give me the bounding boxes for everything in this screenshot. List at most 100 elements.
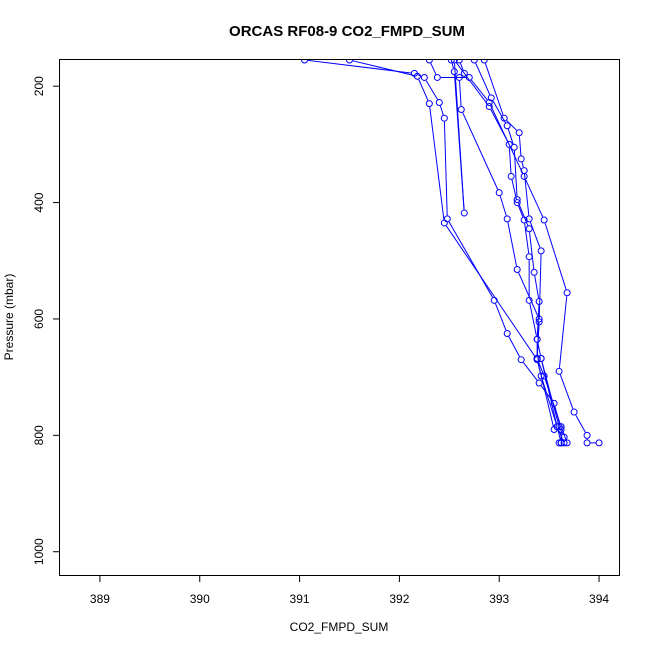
profile-segment	[506, 120, 518, 131]
profile-series	[345, 60, 568, 447]
data-point	[485, 103, 493, 111]
data-point	[485, 98, 493, 106]
data-point	[413, 72, 421, 80]
profile-segment	[439, 105, 444, 116]
profile-series	[455, 60, 568, 441]
x-tick-label: 392	[389, 592, 409, 606]
data-point	[557, 439, 565, 447]
x-tick-label: 394	[589, 592, 609, 606]
profile-segment	[560, 429, 564, 435]
data-point	[455, 60, 463, 64]
x-tick-label: 393	[489, 592, 509, 606]
data-point	[435, 98, 443, 106]
profile-segment	[418, 79, 429, 101]
data-point	[495, 189, 503, 197]
profile-segment	[541, 361, 557, 424]
data-point	[450, 68, 458, 76]
y-tick-label: 200	[32, 76, 46, 96]
profile-segment	[455, 62, 488, 105]
data-point	[595, 439, 603, 447]
profile-segment	[495, 303, 507, 331]
data-point	[515, 129, 523, 137]
y-axis-label: Pressure (mbar)	[2, 274, 16, 361]
data-point	[507, 172, 515, 180]
profile-segment	[524, 173, 530, 216]
profile-segment	[425, 80, 438, 100]
profile-segment	[499, 195, 507, 216]
profile-segment	[521, 162, 524, 168]
data-point	[583, 431, 591, 439]
data-point	[460, 209, 468, 217]
data-point	[533, 355, 541, 363]
data-point	[555, 367, 563, 375]
data-point	[533, 335, 541, 343]
data-point	[345, 60, 353, 64]
profile-segment	[448, 221, 493, 298]
profile-segment	[429, 107, 445, 220]
x-axis: 389 390 391 392 393 394	[90, 575, 609, 606]
data-point	[420, 73, 428, 81]
profile-segment	[561, 429, 567, 440]
y-tick-label: 600	[32, 309, 46, 329]
profile-segment	[559, 374, 574, 409]
data-point	[301, 60, 309, 64]
profile-segment	[475, 62, 491, 95]
data-point	[470, 60, 478, 64]
data-point	[530, 268, 538, 276]
profile-series	[480, 60, 558, 434]
profile-segment	[537, 361, 544, 373]
profile-segment	[518, 205, 524, 217]
data-point	[513, 265, 521, 273]
data-point	[510, 143, 518, 151]
data-point	[513, 196, 521, 204]
profile-series	[425, 60, 603, 447]
y-tick-label: 800	[32, 425, 46, 445]
data-point	[525, 253, 533, 261]
data-point	[570, 408, 578, 416]
y-tick-label: 1000	[32, 538, 46, 565]
data-point	[443, 215, 451, 223]
profile-segment	[443, 121, 448, 216]
data-point	[500, 114, 508, 122]
profile-segment	[430, 62, 437, 75]
chart-title: ORCAS RF08-9 CO2_FMPD_SUM	[229, 23, 465, 40]
profile-segment	[490, 105, 524, 174]
data-point	[505, 140, 513, 148]
data-point	[440, 114, 448, 122]
profile-segment	[536, 325, 540, 356]
data-point	[563, 289, 571, 297]
data-point	[535, 297, 543, 305]
profile-segment	[518, 202, 529, 226]
profile-segment	[508, 147, 512, 173]
profile-segment	[508, 336, 520, 357]
profile-segment	[451, 63, 454, 69]
profile-segment	[525, 179, 544, 218]
data-point	[537, 372, 545, 380]
profile-segment	[544, 223, 567, 290]
data-point	[425, 60, 433, 64]
profile-segment	[575, 414, 586, 433]
profile-segment	[507, 128, 514, 145]
profile-segment	[507, 222, 517, 267]
data-point	[425, 100, 433, 108]
profile-series	[301, 60, 565, 447]
profile-series	[470, 60, 565, 447]
data-point	[503, 330, 511, 338]
profile-segment	[511, 179, 517, 200]
profile-segment	[529, 303, 537, 336]
y-axis: 200 400 600 800 1000	[32, 76, 60, 565]
profile-segment	[518, 272, 539, 316]
profile-segment	[462, 112, 499, 190]
data-point	[537, 355, 545, 363]
plot-frame	[59, 59, 620, 576]
data-point	[535, 318, 543, 326]
x-axis-label: CO2_FMPD_SUM	[290, 620, 389, 634]
data-point	[503, 215, 511, 223]
data-point	[433, 73, 441, 81]
data-point	[440, 219, 448, 227]
profile-segment	[454, 63, 465, 210]
profile-segment	[484, 63, 504, 116]
profile-segment	[513, 150, 518, 197]
data-point	[540, 216, 548, 224]
data-point	[583, 439, 591, 447]
